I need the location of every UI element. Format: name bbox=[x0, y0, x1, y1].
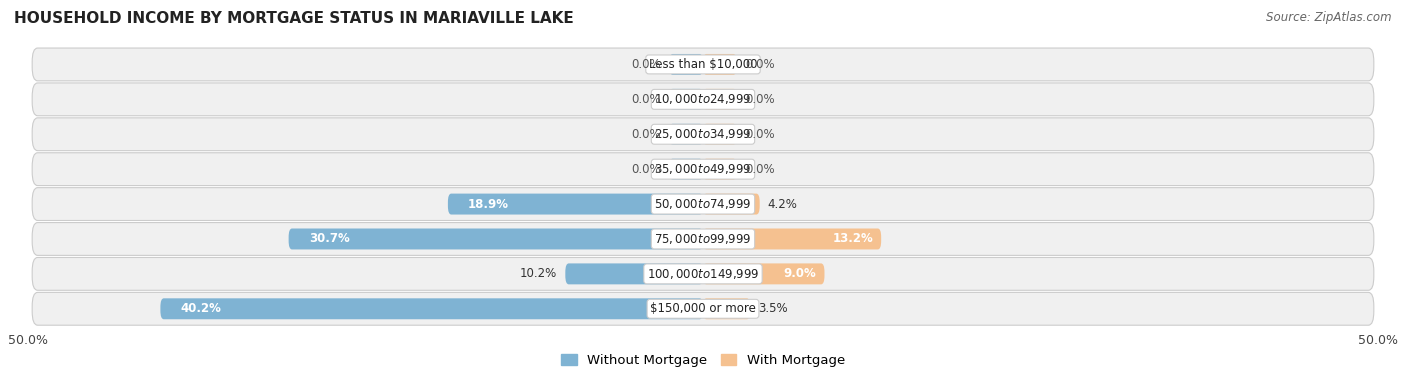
FancyBboxPatch shape bbox=[32, 153, 1374, 185]
Text: $25,000 to $34,999: $25,000 to $34,999 bbox=[654, 127, 752, 141]
Text: 10.2%: 10.2% bbox=[520, 267, 557, 280]
FancyBboxPatch shape bbox=[32, 222, 1374, 255]
Text: 9.0%: 9.0% bbox=[783, 267, 817, 280]
FancyBboxPatch shape bbox=[703, 159, 737, 179]
FancyBboxPatch shape bbox=[703, 124, 737, 145]
Text: 30.7%: 30.7% bbox=[309, 233, 350, 245]
FancyBboxPatch shape bbox=[669, 124, 703, 145]
Text: HOUSEHOLD INCOME BY MORTGAGE STATUS IN MARIAVILLE LAKE: HOUSEHOLD INCOME BY MORTGAGE STATUS IN M… bbox=[14, 11, 574, 26]
FancyBboxPatch shape bbox=[703, 264, 824, 284]
Text: 4.2%: 4.2% bbox=[768, 198, 797, 211]
FancyBboxPatch shape bbox=[703, 89, 737, 110]
FancyBboxPatch shape bbox=[160, 298, 703, 319]
Text: 0.0%: 0.0% bbox=[631, 58, 661, 71]
FancyBboxPatch shape bbox=[288, 228, 703, 250]
Text: $100,000 to $149,999: $100,000 to $149,999 bbox=[647, 267, 759, 281]
FancyBboxPatch shape bbox=[32, 293, 1374, 325]
Text: 0.0%: 0.0% bbox=[631, 128, 661, 141]
FancyBboxPatch shape bbox=[565, 264, 703, 284]
Text: 0.0%: 0.0% bbox=[631, 93, 661, 106]
Text: 13.2%: 13.2% bbox=[832, 233, 873, 245]
Text: $75,000 to $99,999: $75,000 to $99,999 bbox=[654, 232, 752, 246]
FancyBboxPatch shape bbox=[703, 54, 737, 75]
FancyBboxPatch shape bbox=[32, 257, 1374, 290]
Text: $150,000 or more: $150,000 or more bbox=[650, 302, 756, 315]
FancyBboxPatch shape bbox=[669, 54, 703, 75]
Legend: Without Mortgage, With Mortgage: Without Mortgage, With Mortgage bbox=[555, 349, 851, 372]
FancyBboxPatch shape bbox=[703, 298, 751, 319]
FancyBboxPatch shape bbox=[32, 83, 1374, 116]
Text: 3.5%: 3.5% bbox=[758, 302, 787, 315]
Text: 18.9%: 18.9% bbox=[468, 198, 509, 211]
FancyBboxPatch shape bbox=[669, 159, 703, 179]
Text: Source: ZipAtlas.com: Source: ZipAtlas.com bbox=[1267, 11, 1392, 24]
FancyBboxPatch shape bbox=[703, 228, 882, 250]
FancyBboxPatch shape bbox=[32, 188, 1374, 221]
Text: $35,000 to $49,999: $35,000 to $49,999 bbox=[654, 162, 752, 176]
Text: $10,000 to $24,999: $10,000 to $24,999 bbox=[654, 92, 752, 106]
Text: $50,000 to $74,999: $50,000 to $74,999 bbox=[654, 197, 752, 211]
FancyBboxPatch shape bbox=[669, 89, 703, 110]
Text: 0.0%: 0.0% bbox=[745, 93, 775, 106]
Text: 0.0%: 0.0% bbox=[745, 58, 775, 71]
Text: 0.0%: 0.0% bbox=[631, 162, 661, 176]
Text: Less than $10,000: Less than $10,000 bbox=[648, 58, 758, 71]
Text: 0.0%: 0.0% bbox=[745, 128, 775, 141]
FancyBboxPatch shape bbox=[32, 48, 1374, 81]
FancyBboxPatch shape bbox=[449, 194, 703, 215]
Text: 40.2%: 40.2% bbox=[180, 302, 222, 315]
FancyBboxPatch shape bbox=[703, 194, 759, 215]
Text: 0.0%: 0.0% bbox=[745, 162, 775, 176]
FancyBboxPatch shape bbox=[32, 118, 1374, 151]
